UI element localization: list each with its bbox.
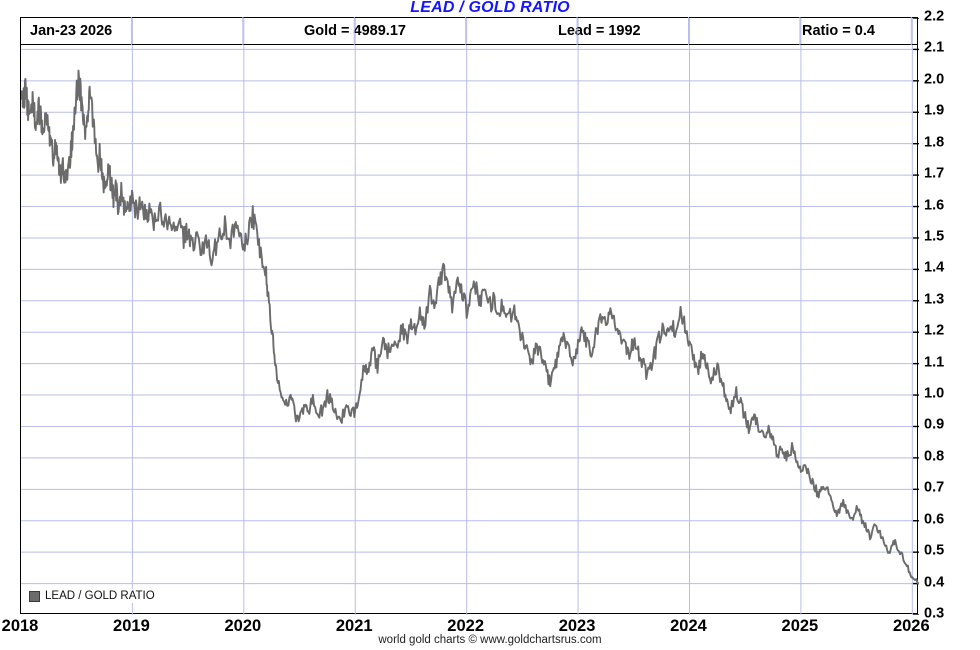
x-tick-label: 2024 [670, 617, 707, 635]
x-tick-label: 2023 [558, 617, 596, 635]
y-tick-label: 0.3 [924, 605, 945, 622]
plot-area [20, 17, 919, 615]
y-tick-label: 1.1 [924, 354, 945, 371]
x-tick-label: 2020 [224, 617, 262, 635]
y-tick-label: 1.8 [924, 134, 945, 151]
x-tick-label: 2025 [781, 617, 819, 635]
chart-title: LEAD / GOLD RATIO [410, 0, 570, 16]
series-lead-gold-ratio [21, 69, 919, 585]
y-tick-label: 0.7 [924, 479, 945, 496]
y-tick-label: 1.5 [924, 228, 945, 245]
y-tick-label: 1.2 [924, 322, 945, 339]
y-tick-label: 2.1 [924, 39, 945, 56]
grid-lines [21, 18, 919, 615]
y-tick-label: 0.5 [924, 542, 945, 559]
y-tick-label: 1.9 [924, 102, 945, 119]
y-tick-label: 0.9 [924, 416, 945, 433]
x-tick-label: 2026 [892, 617, 930, 635]
y-tick-label: 1.7 [924, 165, 945, 182]
y-tick-label: 1.4 [924, 259, 945, 276]
footer-credit: world gold charts © www.goldchartsrus.co… [378, 634, 602, 646]
x-tick-label: 2018 [1, 617, 39, 635]
legend-swatch-icon [29, 590, 40, 602]
legend: LEAD / GOLD RATIO [26, 589, 158, 603]
y-tick-label: 2.0 [924, 71, 945, 88]
y-tick-label: 1.3 [924, 291, 945, 308]
x-tick-label: 2022 [447, 617, 485, 635]
y-tick-label: 0.6 [924, 511, 945, 528]
y-tick-label: 2.2 [924, 8, 945, 25]
legend-label: LEAD / GOLD RATIO [45, 590, 155, 602]
y-axis: 0.3 0.4 0.5 0.6 0.7 0.8 0.9 1.0 1.1 1.2 1.3 1.4 1.5 1… [924, 0, 980, 650]
x-tick-label: 2019 [113, 617, 150, 635]
x-tick-label: 2021 [335, 617, 373, 635]
y-tick-label: 0.8 [924, 448, 945, 465]
y-tick-label: 1.0 [924, 385, 945, 402]
y-tick-label: 1.6 [924, 197, 945, 214]
y-tick-label: 0.4 [924, 574, 945, 591]
